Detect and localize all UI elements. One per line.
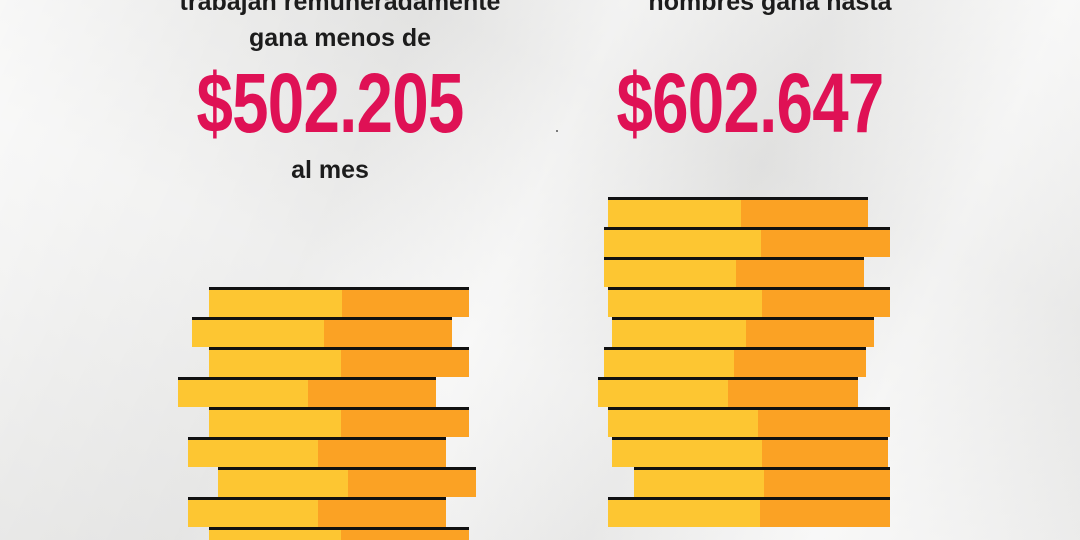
left-coin: [192, 317, 452, 347]
right-coin: [634, 467, 890, 497]
left-coin: [209, 287, 469, 317]
left-caption-line1: trabajan remuneradamente: [179, 0, 501, 16]
left-coin: [209, 527, 469, 540]
left-coin: [209, 347, 469, 377]
left-coin: [178, 377, 436, 407]
left-coin: [188, 437, 446, 467]
left-amount: $502.205: [196, 56, 464, 150]
right-amount: $602.647: [616, 56, 884, 150]
right-coin: [608, 287, 890, 317]
right-coin: [608, 197, 868, 227]
right-coin: [612, 317, 874, 347]
right-coin: [604, 257, 864, 287]
right-coin: [604, 347, 866, 377]
left-coin: [188, 497, 446, 527]
right-coin: [612, 437, 888, 467]
right-coin: [598, 377, 858, 407]
right-coin: [604, 227, 890, 257]
left-coin: [218, 467, 476, 497]
right-caption-line1: hombres gana hasta: [648, 0, 892, 16]
right-coin: [608, 497, 890, 527]
right-coin: [608, 407, 890, 437]
left-caption-line2: gana menos de: [249, 24, 431, 52]
paper-speck: [556, 130, 558, 132]
left-coin: [209, 407, 469, 437]
left-caption-line3: al mes: [291, 156, 369, 184]
